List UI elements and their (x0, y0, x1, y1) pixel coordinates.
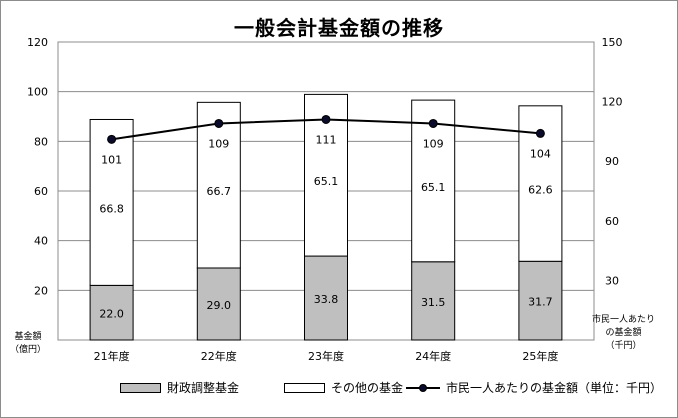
y-left-tick-label: 20 (34, 284, 48, 297)
data-label-per-capita: 111 (316, 133, 337, 146)
right-axis-label: 市民一人あたり の基金額 （千円） (592, 314, 655, 353)
data-label-other-funds: 65.1 (314, 175, 339, 188)
per-capita-point (321, 114, 331, 124)
legend-label-per-capita: 市民一人あたりの基金額（単位：千円） (446, 381, 663, 395)
bar-fiscal-adjustment (518, 260, 563, 341)
data-label-fiscal-adjustment: 29.0 (207, 299, 232, 312)
data-label-fiscal-adjustment: 22.0 (99, 308, 124, 321)
left-axis-label-line1: 基金額 (14, 332, 42, 342)
x-tick-label: 22年度 (201, 349, 237, 363)
data-label-per-capita: 109 (423, 137, 444, 150)
data-label-other-funds: 66.8 (99, 202, 124, 215)
per-capita-point (107, 134, 117, 144)
data-label-other-funds: 62.6 (528, 184, 553, 197)
y-right-tick-label: 90 (605, 155, 619, 168)
right-axis-label-line1: 市民一人あたり (592, 315, 656, 325)
data-label-per-capita: 104 (530, 147, 551, 160)
legend-swatch-white (284, 382, 325, 393)
x-tick-label: 24年度 (415, 349, 451, 363)
data-label-other-funds: 66.7 (207, 185, 232, 198)
legend-line-marker (406, 382, 440, 394)
bar-fiscal-adjustment (196, 267, 241, 341)
data-label-fiscal-adjustment: 33.8 (314, 293, 339, 306)
x-tick-label: 21年度 (94, 349, 130, 363)
legend-item-per-capita: 市民一人あたりの基金額（単位：千円） (406, 379, 662, 396)
data-label-fiscal-adjustment: 31.5 (421, 296, 446, 309)
per-capita-point (428, 118, 438, 128)
legend-label-other-funds: その他の基金 (331, 381, 404, 395)
legend-label-fiscal-adjustment: 財政調整基金 (167, 381, 240, 395)
y-left-tick-label: 40 (34, 235, 48, 248)
bar-fiscal-adjustment (304, 255, 348, 341)
bar-other-funds (89, 118, 134, 286)
data-label-per-capita: 109 (208, 137, 229, 150)
data-label-fiscal-adjustment: 31.7 (528, 296, 553, 309)
right-axis-label-line2: の基金額 (605, 328, 642, 338)
bar-fiscal-adjustment (89, 284, 134, 341)
x-tick-label: 25年度 (522, 349, 558, 363)
legend-item-fiscal-adjustment: 財政調整基金 (120, 379, 239, 396)
data-label-per-capita: 101 (101, 153, 122, 166)
right-axis-label-line3: （千円） (605, 341, 642, 351)
y-left-tick-label: 80 (34, 135, 48, 148)
y-right-tick-label: 60 (605, 215, 619, 228)
chart-legend: 財政調整基金 その他の基金 市民一人あたりの基金額（単位：千円） (0, 379, 678, 399)
data-label-other-funds: 65.1 (421, 181, 446, 194)
left-axis-label: 基金額 （億円） (10, 331, 46, 357)
x-tick-label: 23年度 (308, 349, 344, 363)
legend-item-other-funds: その他の基金 (284, 379, 403, 396)
y-left-tick-label: 60 (34, 185, 48, 198)
y-left-tick-label: 100 (27, 86, 48, 99)
legend-swatch-gray (120, 382, 161, 393)
chart-title: 一般会計基金額の推移 (234, 16, 444, 40)
y-right-tick-label: 30 (605, 274, 619, 287)
y-left-tick-label: 120 (27, 36, 48, 49)
per-capita-point (214, 118, 224, 128)
y-right-tick-label: 120 (602, 96, 623, 109)
left-axis-label-line2: （億円） (10, 345, 47, 355)
bar-fiscal-adjustment (411, 261, 456, 341)
per-capita-point (535, 128, 545, 138)
y-right-tick-label: 150 (602, 36, 623, 49)
bar-other-funds (196, 101, 241, 269)
